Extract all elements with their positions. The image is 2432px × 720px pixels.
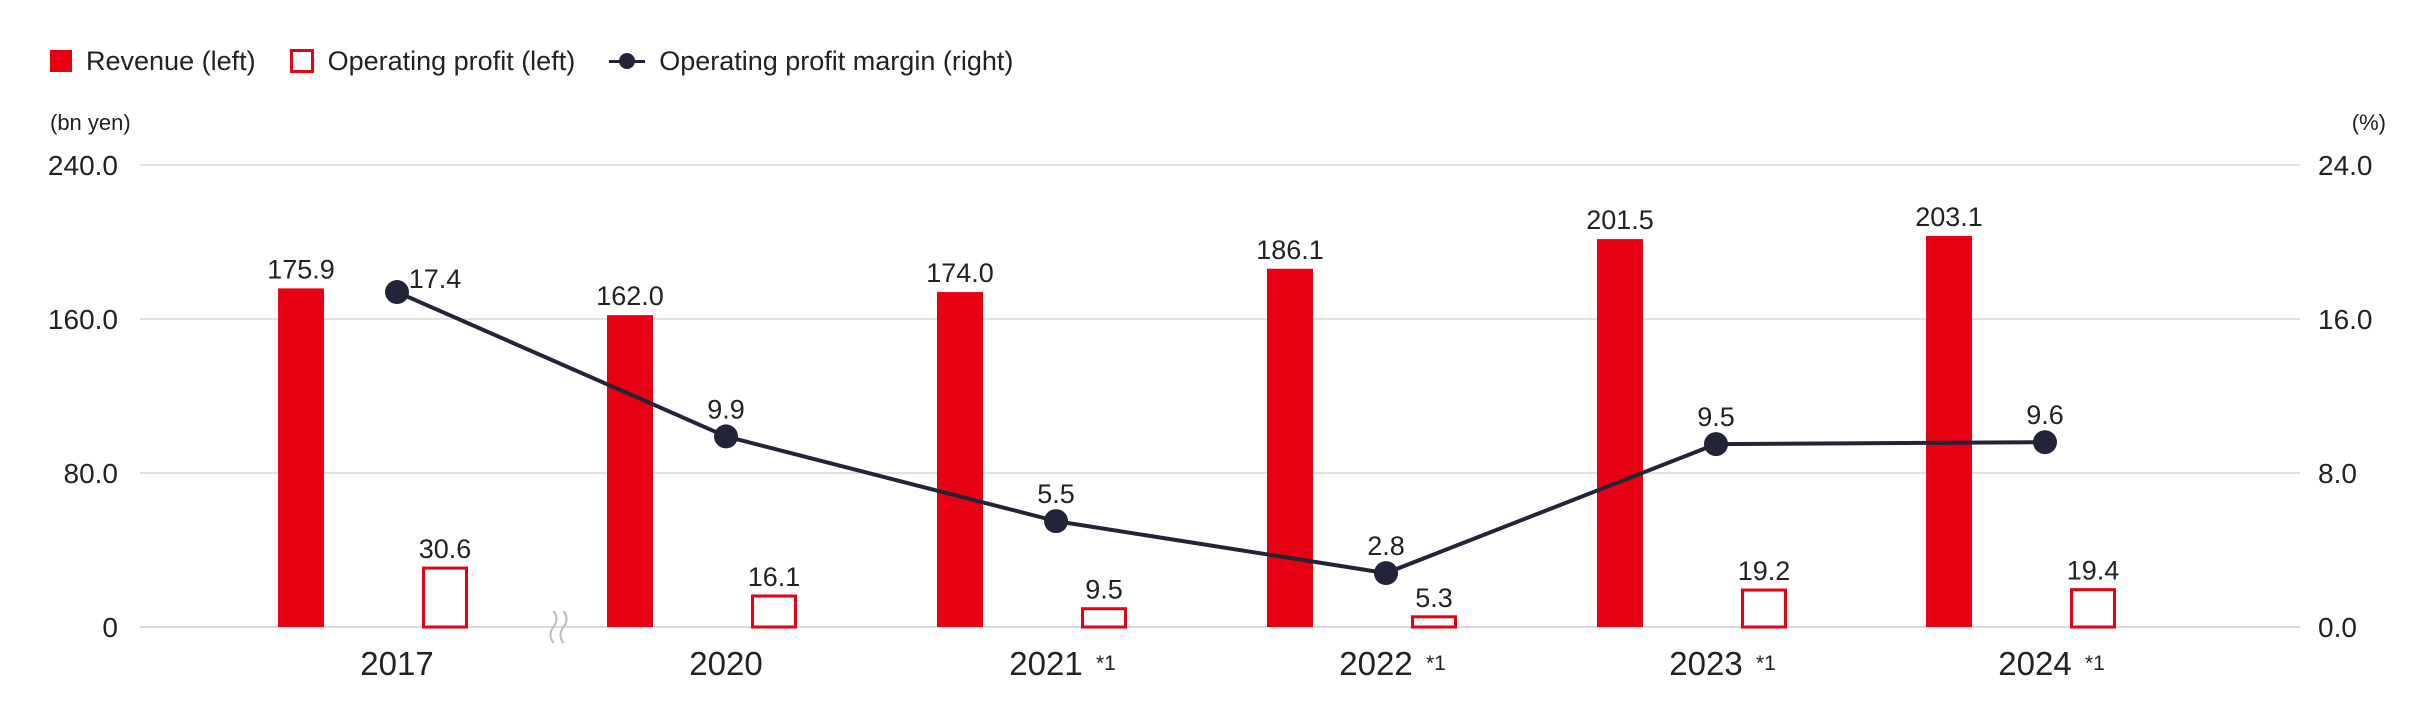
left-axis-tick-label: 240.0 (48, 150, 118, 181)
margin-data-label: 17.4 (409, 264, 462, 294)
revenue-data-label: 201.5 (1586, 205, 1654, 235)
legend-swatch-margin (609, 50, 646, 72)
margin-line (396, 290, 2046, 576)
margin-data-label: 9.9 (707, 394, 745, 424)
right-axis-unit: (%) (2351, 110, 2386, 135)
right-axis-tick-label: 8.0 (2318, 458, 2357, 489)
legend-item-operating-profit: Operating profit (left) (289, 45, 576, 77)
revenue-bar (1597, 239, 1643, 628)
operating-profit-data-label: 19.4 (2067, 556, 2120, 586)
margin-point (1704, 432, 1728, 457)
legend-item-revenue: Revenue (left) (50, 46, 256, 77)
revenue-bar (1926, 236, 1972, 627)
revenue-bar (1267, 268, 1313, 627)
operating-profit-bar (2070, 588, 2116, 629)
operating-profit-bar (422, 566, 468, 629)
operating-profit-bar (751, 594, 797, 629)
left-axis-tick-label: 0 (102, 612, 118, 643)
left-axis-tick-label: 80.0 (64, 458, 119, 489)
category-label: 2023 (1669, 645, 1742, 682)
chart-legend: Revenue (left) Operating profit (left) O… (50, 40, 1047, 82)
legend-swatch-revenue (50, 50, 72, 72)
operating-profit-bar (1081, 607, 1127, 629)
legend-item-margin: Operating profit margin (right) (609, 46, 1013, 77)
category-note: *1 (2085, 652, 2105, 675)
margin-point (714, 424, 738, 449)
category-note: *1 (1756, 652, 1776, 675)
left-axis-unit: (bn yen) (50, 110, 131, 135)
category-note: *1 (1426, 652, 1446, 675)
operating-profit-data-label: 19.2 (1738, 556, 1791, 586)
revenue-bar (278, 288, 324, 627)
revenue-data-label: 162.0 (596, 281, 664, 311)
revenue-data-label: 174.0 (926, 258, 994, 288)
revenue-data-label: 175.9 (267, 254, 335, 284)
left-axis-tick-label: 160.0 (48, 304, 118, 335)
revenue-bar (607, 315, 653, 627)
revenue-data-label: 186.1 (1256, 235, 1324, 265)
right-axis-tick-label: 0.0 (2318, 612, 2357, 643)
operating-profit-data-label: 5.3 (1415, 583, 1453, 613)
category-label: 2020 (689, 645, 762, 682)
category-label: 2022 (1339, 645, 1412, 682)
margin-point (385, 280, 409, 305)
right-axis-tick-label: 24.0 (2318, 150, 2373, 181)
legend-label-operating-profit: Operating profit (left) (327, 45, 576, 76)
category-label: 2024 (1998, 645, 2071, 682)
revenue-bar (937, 292, 983, 627)
margin-data-label: 9.5 (1697, 402, 1735, 432)
margin-point (1044, 509, 1068, 534)
axis-break-mark (559, 610, 568, 644)
margin-data-label: 9.6 (2026, 400, 2064, 430)
operating-profit-data-label: 9.5 (1085, 575, 1123, 605)
category-note: *1 (1096, 652, 1116, 675)
category-label: 2017 (360, 645, 433, 682)
right-axis-tick-label: 16.0 (2318, 304, 2373, 335)
margin-point (2033, 430, 2057, 455)
margin-data-label: 5.5 (1037, 479, 1075, 509)
operating-profit-data-label: 30.6 (419, 534, 472, 564)
operating-profit-bar (1411, 615, 1457, 629)
legend-label-margin: Operating profit margin (right) (659, 45, 1014, 76)
axis-break-mark (549, 610, 558, 644)
legend-swatch-operating-profit (289, 49, 314, 73)
operating-profit-data-label: 16.1 (748, 562, 801, 592)
margin-data-label: 2.8 (1367, 531, 1405, 561)
margin-point (1374, 561, 1398, 586)
operating-profit-bar (1741, 588, 1787, 629)
category-label: 2021 (1009, 645, 1082, 682)
legend-label-revenue: Revenue (left) (86, 45, 256, 76)
revenue-data-label: 203.1 (1915, 202, 1983, 232)
